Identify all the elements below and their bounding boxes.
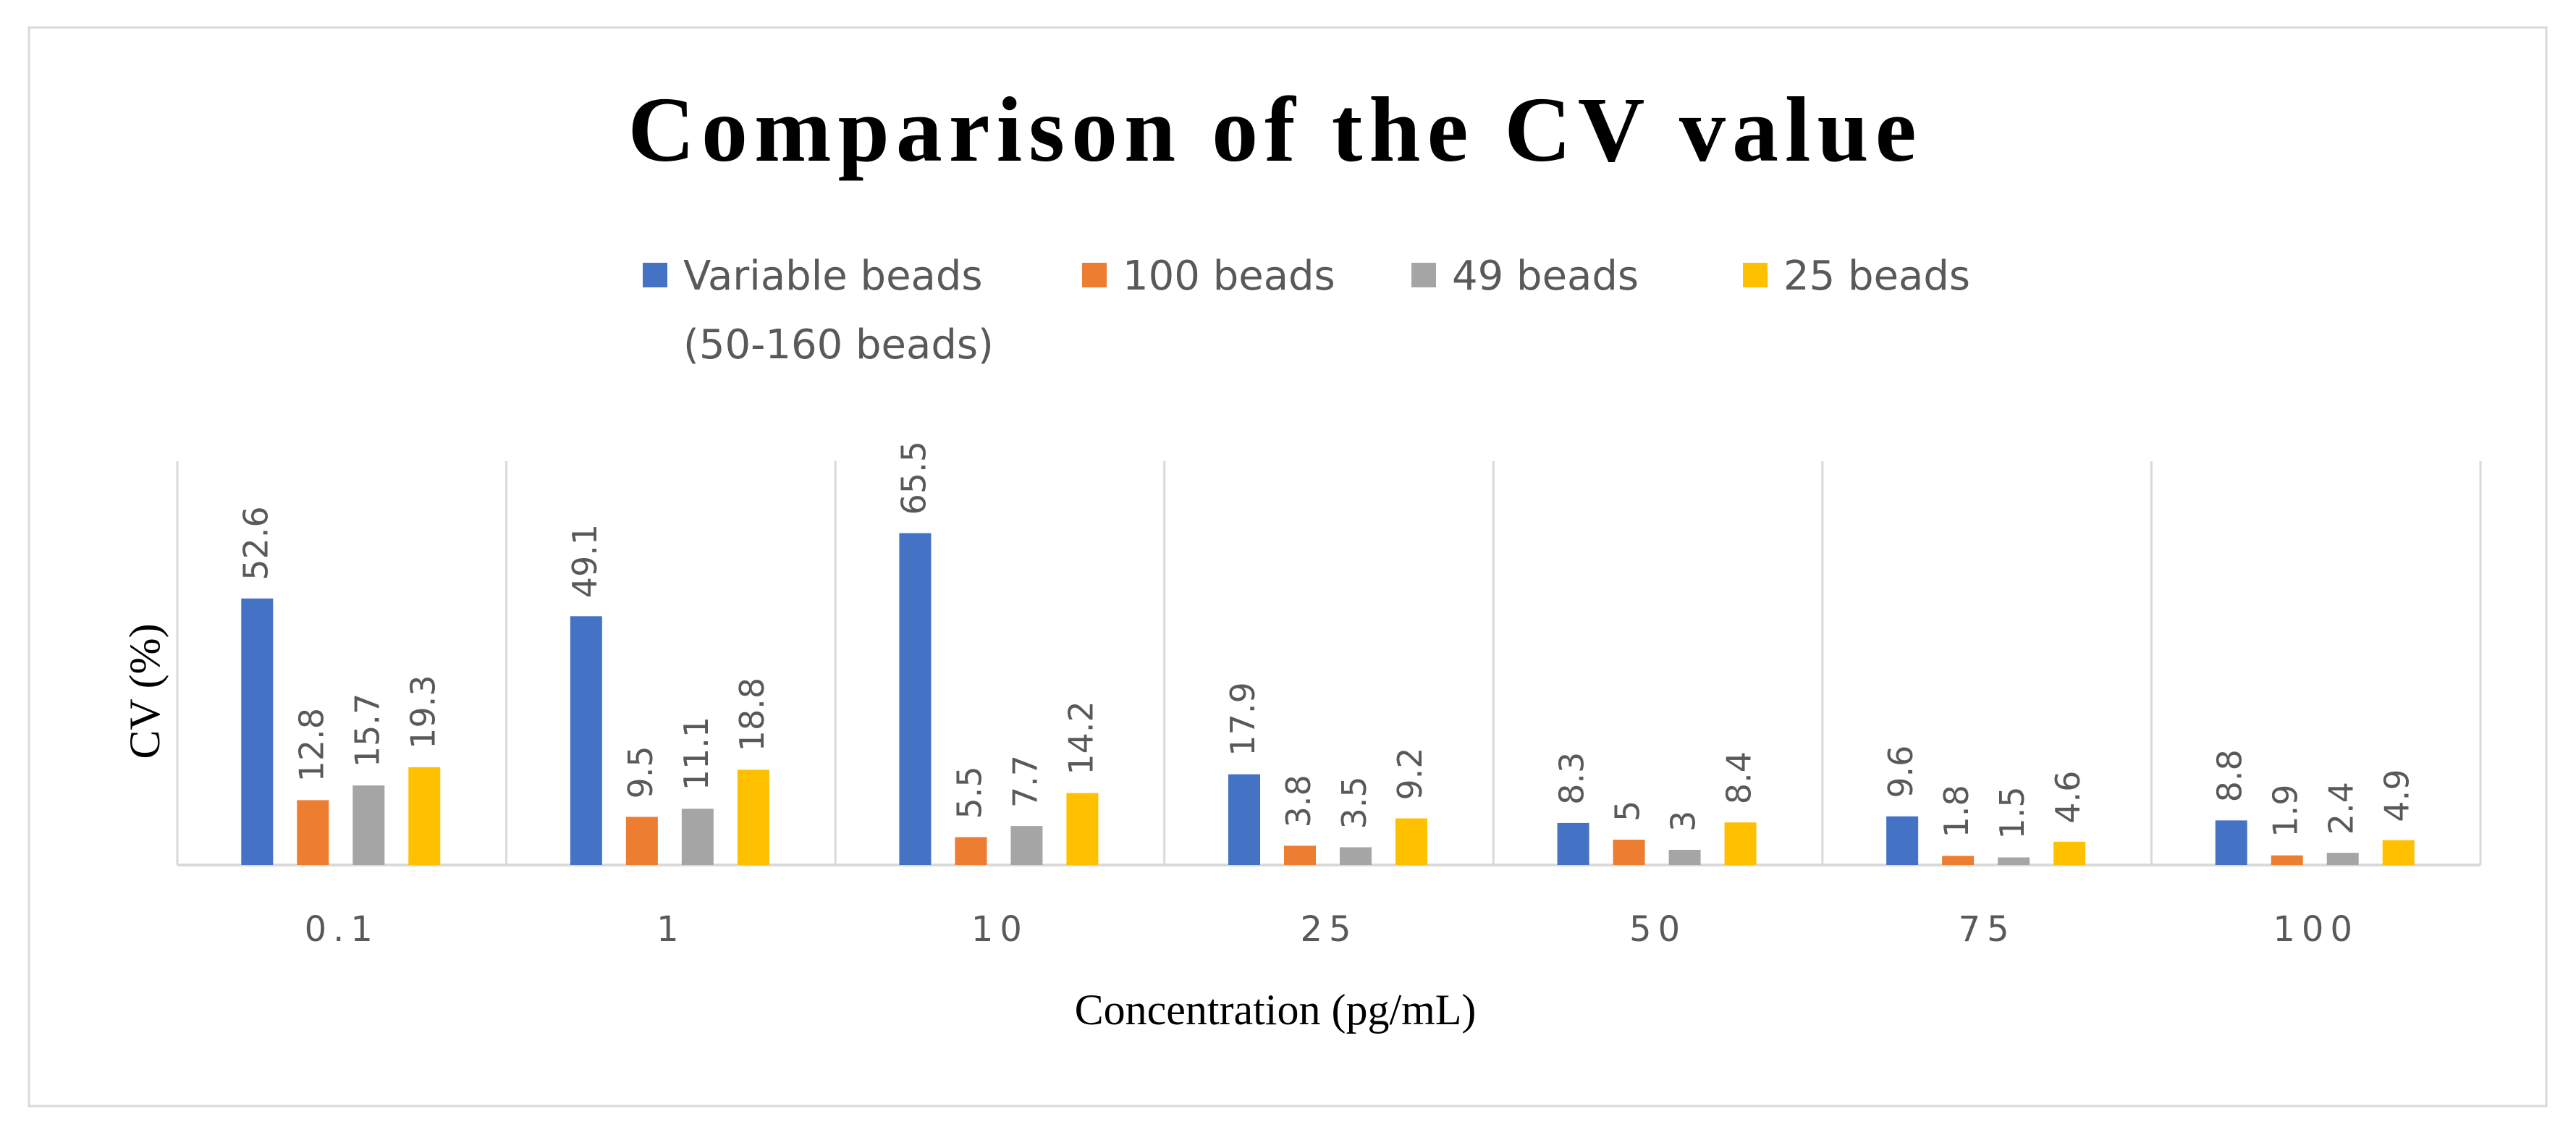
legend-swatch (643, 263, 667, 287)
bar-49-beads-100 (2326, 853, 2359, 865)
bar-25-beads-10 (1066, 793, 1099, 865)
bar-100-beads-75 (1942, 856, 1975, 865)
data-label: 12.8 (292, 708, 331, 782)
data-label: 17.9 (1223, 682, 1262, 756)
legend-label: Variable beads (683, 253, 983, 300)
legend-swatch (1082, 263, 1107, 287)
bar-49-beads-50 (1668, 850, 1701, 865)
chart-frame (28, 26, 2548, 1107)
bar-100-beads-10 (955, 837, 987, 865)
data-label: 8.8 (2210, 749, 2250, 802)
bar-25-beads-25 (1395, 818, 1427, 865)
bar-variable-beads-1 (570, 616, 602, 865)
data-label: 5.5 (950, 766, 989, 819)
x-tick-label: 75 (1959, 909, 2016, 950)
bar-49-beads-25 (1340, 847, 1372, 865)
legend-swatch (1411, 263, 1436, 287)
bar-variable-beads-50 (1557, 822, 1589, 865)
bar-variable-beads-0.1 (241, 598, 274, 865)
data-label: 49.1 (565, 524, 604, 598)
legend-label: 100 beads (1123, 253, 1335, 300)
bar-49-beads-1 (681, 809, 714, 865)
bar-variable-beads-75 (1886, 816, 1919, 865)
data-label: 14.2 (1061, 701, 1100, 775)
data-label: 4.9 (2378, 769, 2417, 822)
y-axis-label: CV (%) (121, 623, 169, 759)
bar-100-beads-1 (625, 817, 658, 865)
bar-25-beads-50 (1724, 822, 1757, 865)
x-tick-label: 100 (2273, 909, 2359, 950)
x-tick-label: 10 (971, 909, 1029, 950)
data-label: 4.6 (2048, 771, 2087, 824)
data-label: 9.6 (1881, 746, 1920, 798)
bar-variable-beads-100 (2215, 820, 2247, 865)
x-tick-label: 1 (656, 909, 685, 950)
legend-label-line2: (50-160 beads) (683, 321, 994, 368)
bar-variable-beads-10 (899, 533, 932, 865)
bar-49-beads-75 (1998, 857, 2030, 865)
data-label: 7.7 (1005, 755, 1044, 808)
legend-swatch (1743, 263, 1768, 287)
data-label: 1.5 (1993, 786, 2032, 839)
bar-25-beads-75 (2053, 841, 2086, 865)
bar-100-beads-25 (1284, 845, 1316, 865)
data-label: 18.8 (732, 678, 772, 751)
x-axis-label: Concentration (pg/mL) (1075, 986, 1477, 1034)
data-label: 8.3 (1553, 752, 1592, 805)
bar-25-beads-100 (2382, 840, 2415, 865)
data-label: 2.4 (2322, 782, 2361, 835)
data-label: 11.1 (677, 717, 716, 790)
x-tick-label: 50 (1629, 909, 1686, 950)
bar-49-beads-10 (1010, 826, 1043, 865)
data-label: 19.3 (403, 675, 442, 748)
legend-label: 25 beads (1783, 253, 1970, 300)
bar-25-beads-0.1 (408, 767, 441, 865)
data-label: 3.5 (1335, 776, 1374, 829)
legend: Variable beads (50-160 beads) 100 beads 49 … (643, 253, 1970, 368)
data-label: 65.5 (894, 441, 933, 515)
x-tick-label: 0.1 (305, 909, 379, 950)
bar-100-beads-0.1 (297, 800, 329, 865)
data-label: 1.9 (2266, 785, 2305, 837)
chart-title: Comparison of the CV value (628, 78, 1923, 181)
data-label: 5 (1608, 801, 1647, 822)
bar-100-beads-50 (1613, 840, 1645, 865)
bar-100-beads-100 (2271, 855, 2303, 865)
data-label: 52.6 (236, 506, 275, 580)
data-label: 9.2 (1390, 747, 1430, 800)
plot-area: 52.6 12.8 15.7 19.3 0.1 49.1 9.5 11.1 18.8 1 65.5 5… (176, 441, 2482, 950)
bar-49-beads-0.1 (352, 785, 385, 865)
data-label: 1.8 (1937, 785, 1976, 837)
data-label: 8.4 (1720, 751, 1759, 804)
legend-label: 49 beads (1452, 253, 1639, 300)
bar-variable-beads-25 (1228, 774, 1260, 865)
x-tick-label: 25 (1300, 909, 1357, 950)
data-label: 3 (1664, 811, 1703, 832)
data-label: 3.8 (1279, 775, 1318, 827)
data-label: 15.7 (347, 693, 387, 767)
bar-25-beads-1 (737, 769, 769, 865)
data-label: 9.5 (621, 746, 660, 798)
